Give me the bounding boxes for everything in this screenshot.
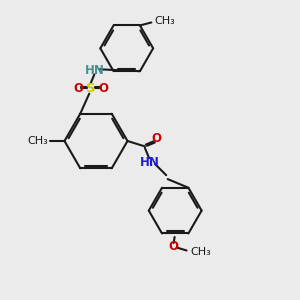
Text: O: O <box>151 132 161 146</box>
Text: HN: HN <box>85 64 105 77</box>
Text: CH₃: CH₃ <box>154 16 175 26</box>
Text: S: S <box>86 82 96 95</box>
Text: O: O <box>73 82 83 95</box>
Text: O: O <box>98 82 108 95</box>
Text: CH₃: CH₃ <box>190 247 211 257</box>
Text: CH₃: CH₃ <box>27 136 48 146</box>
Text: HN: HN <box>140 155 160 169</box>
Text: O: O <box>169 239 179 253</box>
